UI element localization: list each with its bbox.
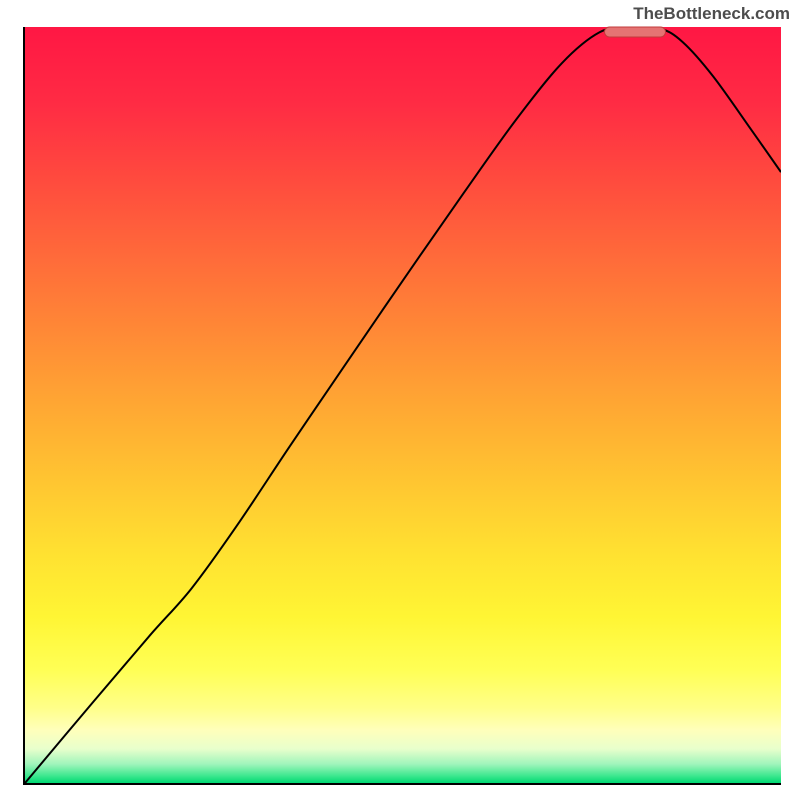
optimal-range-marker [604, 27, 666, 38]
attribution-text: TheBottleneck.com [633, 4, 790, 24]
chart-plot-area [23, 27, 781, 785]
chart-background-gradient [25, 27, 781, 783]
